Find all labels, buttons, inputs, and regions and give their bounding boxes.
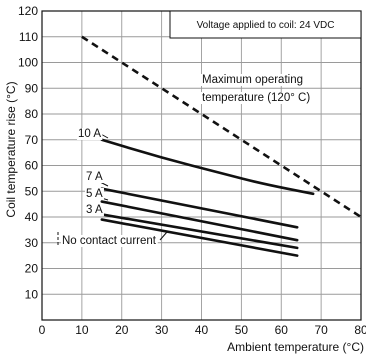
series-label: 7 A [86,171,103,183]
y-tick-labels: 10 20 30 40 50 60 70 80 90 100 110 120 [18,4,38,301]
x-tick-label: 80 [354,323,366,337]
grid [42,11,361,320]
series-label-bg [61,235,158,247]
x-tick-label: 20 [115,323,129,337]
y-tick-label: 120 [18,4,38,18]
max-temperature-line [81,35,362,219]
y-tick-label: 110 [19,30,38,44]
x-tick-label: 50 [235,323,249,337]
y-tick-label: 100 [18,56,38,70]
series-line-0 [100,138,315,196]
x-tick-label: 60 [275,323,289,337]
series-labels: 10 A 7 A 5 A 3 A No contact current [57,128,168,247]
y-axis-title: Coil temperature rise (°C) [4,81,18,217]
limit-annotation-line-2: temperature (120° C) [202,92,310,104]
y-tick-label: 30 [25,236,39,250]
series-label: 10 A [78,128,101,140]
limit-annotation-bg [201,74,304,86]
series-label-bg [85,171,104,183]
y-tick-label: 50 [25,184,39,198]
limit-annotation-bg [201,92,312,104]
x-tick-label: 70 [314,323,328,337]
series-line-1 [100,187,299,229]
limit-line-group [81,35,362,219]
x-tick-label: 0 [39,323,46,337]
series-line-3 [100,213,299,250]
x-tick-labels: 0 10 20 30 40 50 60 70 80 [39,323,366,337]
series-line-2 [100,200,299,242]
series-line-4 [100,218,299,257]
x-tick-label: 10 [75,323,89,337]
y-tick-label: 40 [25,210,39,224]
y-tick-label: 60 [25,159,39,173]
y-tick-label: 20 [25,262,39,276]
series-label: No contact current [62,235,157,247]
series-lines [100,138,315,257]
series-label-bg [77,128,103,140]
y-tick-label: 70 [25,133,39,147]
x-tick-label: 30 [155,323,169,337]
series-label: 3 A [86,204,103,216]
note-box [169,10,362,39]
limit-annotation-line-1: Maximum operating [202,74,303,86]
note-text: Voltage applied to coil: 24 VDC [197,20,335,31]
y-tick-label: 10 [25,287,39,301]
series-label-bg [85,204,104,216]
x-axis-title: Ambient temperature (°C) [227,340,364,354]
series-label: 5 A [86,188,103,200]
series-label-bg [85,188,104,200]
x-tick-label: 40 [195,323,209,337]
y-tick-label: 90 [25,81,39,95]
series-label-leader [159,231,168,241]
y-tick-label: 80 [25,107,39,121]
